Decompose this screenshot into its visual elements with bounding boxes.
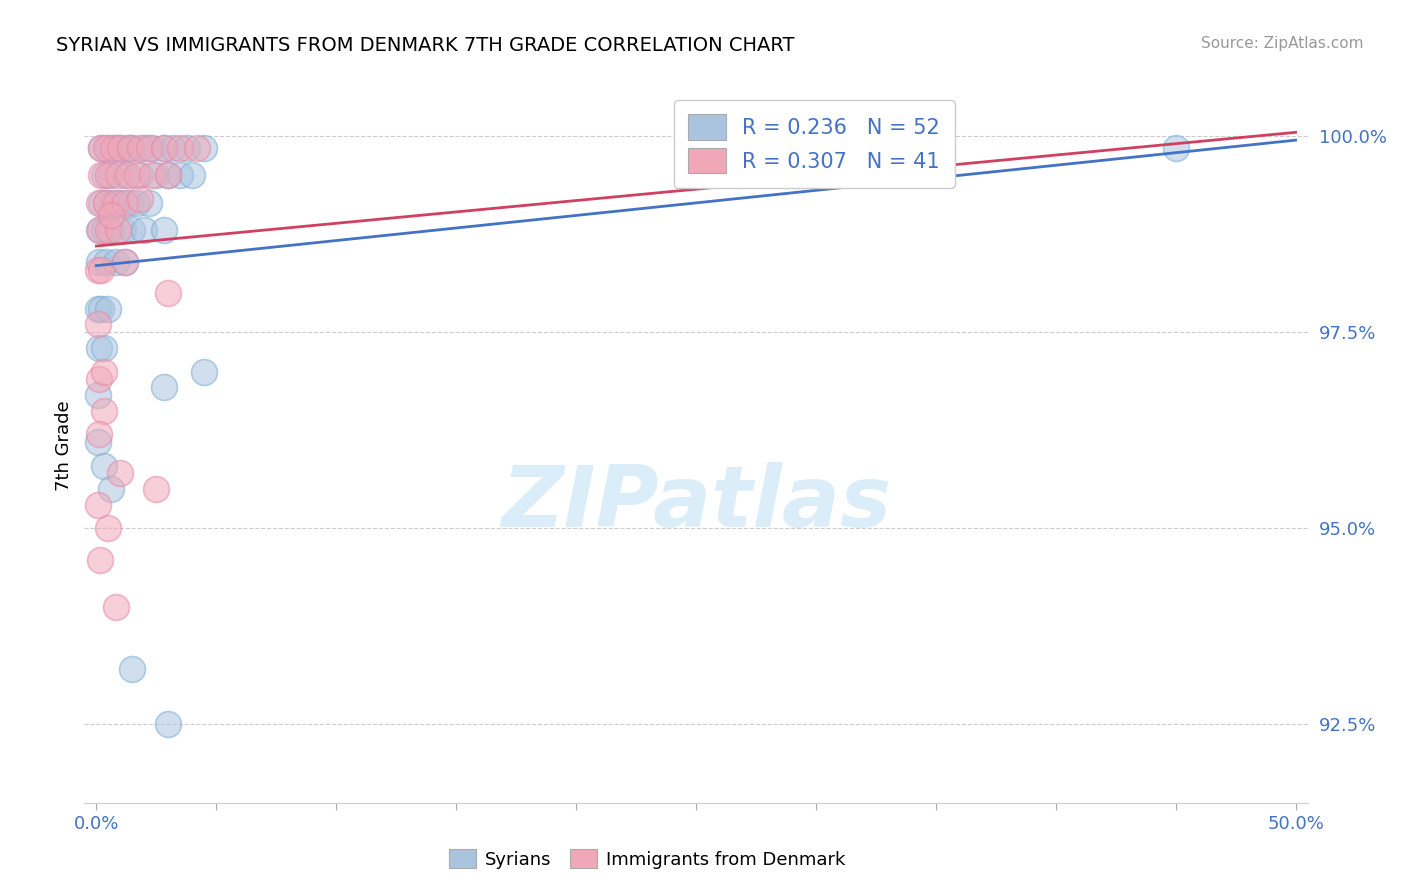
- Point: [118, 141, 141, 155]
- Point: [110, 195, 132, 210]
- Point: [117, 169, 139, 183]
- Point: [87, 372, 110, 386]
- Point: [111, 223, 134, 237]
- Point: [86, 498, 108, 512]
- Point: [107, 169, 129, 183]
- Point: [100, 223, 122, 237]
- Point: [121, 223, 143, 237]
- Point: [193, 141, 215, 155]
- Point: [94, 141, 117, 155]
- Point: [157, 717, 180, 731]
- Point: [134, 223, 156, 237]
- Legend: Syrians, Immigrants from Denmark: Syrians, Immigrants from Denmark: [441, 842, 852, 876]
- Point: [94, 195, 117, 210]
- Point: [93, 364, 115, 378]
- Point: [152, 141, 174, 155]
- Point: [138, 195, 160, 210]
- Point: [128, 169, 150, 183]
- Point: [86, 318, 108, 332]
- Point: [101, 195, 124, 210]
- Point: [90, 141, 112, 155]
- Point: [87, 223, 110, 237]
- Point: [114, 254, 136, 268]
- Point: [169, 169, 191, 183]
- Point: [87, 254, 110, 268]
- Point: [90, 195, 112, 210]
- Point: [100, 482, 122, 496]
- Point: [93, 341, 115, 355]
- Point: [87, 341, 110, 355]
- Point: [127, 169, 149, 183]
- Point: [117, 141, 139, 155]
- Point: [152, 223, 174, 237]
- Point: [141, 169, 163, 183]
- Point: [128, 141, 150, 155]
- Point: [94, 254, 117, 268]
- Point: [100, 208, 122, 222]
- Point: [89, 552, 111, 566]
- Point: [87, 427, 110, 442]
- Point: [138, 141, 160, 155]
- Point: [181, 169, 204, 183]
- Point: [94, 195, 117, 210]
- Text: Source: ZipAtlas.com: Source: ZipAtlas.com: [1201, 36, 1364, 51]
- Point: [157, 169, 180, 183]
- Point: [107, 223, 129, 237]
- Point: [93, 403, 115, 417]
- Point: [121, 663, 143, 677]
- Point: [86, 435, 108, 450]
- Point: [87, 195, 110, 210]
- Point: [110, 141, 132, 155]
- Point: [97, 521, 120, 535]
- Point: [152, 380, 174, 394]
- Point: [114, 254, 136, 268]
- Point: [114, 169, 136, 183]
- Point: [104, 599, 127, 614]
- Point: [93, 169, 115, 183]
- Point: [114, 195, 136, 210]
- Point: [86, 301, 108, 316]
- Point: [110, 467, 132, 481]
- Point: [121, 141, 143, 155]
- Point: [152, 141, 174, 155]
- Point: [186, 141, 208, 155]
- Point: [110, 141, 132, 155]
- Point: [128, 192, 150, 206]
- Text: SYRIAN VS IMMIGRANTS FROM DENMARK 7TH GRADE CORRELATION CHART: SYRIAN VS IMMIGRANTS FROM DENMARK 7TH GR…: [56, 36, 794, 54]
- Point: [100, 169, 122, 183]
- Point: [97, 223, 120, 237]
- Point: [101, 141, 124, 155]
- Point: [86, 262, 108, 277]
- Point: [90, 141, 112, 155]
- Point: [127, 195, 149, 210]
- Point: [93, 458, 115, 473]
- Point: [104, 141, 127, 155]
- Point: [169, 141, 191, 155]
- Point: [90, 262, 112, 277]
- Point: [93, 223, 115, 237]
- Point: [118, 195, 141, 210]
- Point: [157, 169, 180, 183]
- Point: [1164, 141, 1187, 155]
- Point: [176, 141, 198, 155]
- Point: [97, 169, 120, 183]
- Point: [90, 169, 112, 183]
- Point: [157, 286, 180, 301]
- Point: [141, 141, 163, 155]
- Point: [89, 223, 111, 237]
- Text: ZIPatlas: ZIPatlas: [501, 461, 891, 545]
- Point: [104, 195, 127, 210]
- Point: [86, 388, 108, 402]
- Point: [97, 141, 120, 155]
- Point: [134, 141, 156, 155]
- Point: [145, 169, 167, 183]
- Point: [90, 301, 112, 316]
- Point: [104, 254, 127, 268]
- Point: [145, 482, 167, 496]
- Point: [193, 364, 215, 378]
- Point: [97, 301, 120, 316]
- Point: [162, 141, 184, 155]
- Y-axis label: 7th Grade: 7th Grade: [55, 401, 73, 491]
